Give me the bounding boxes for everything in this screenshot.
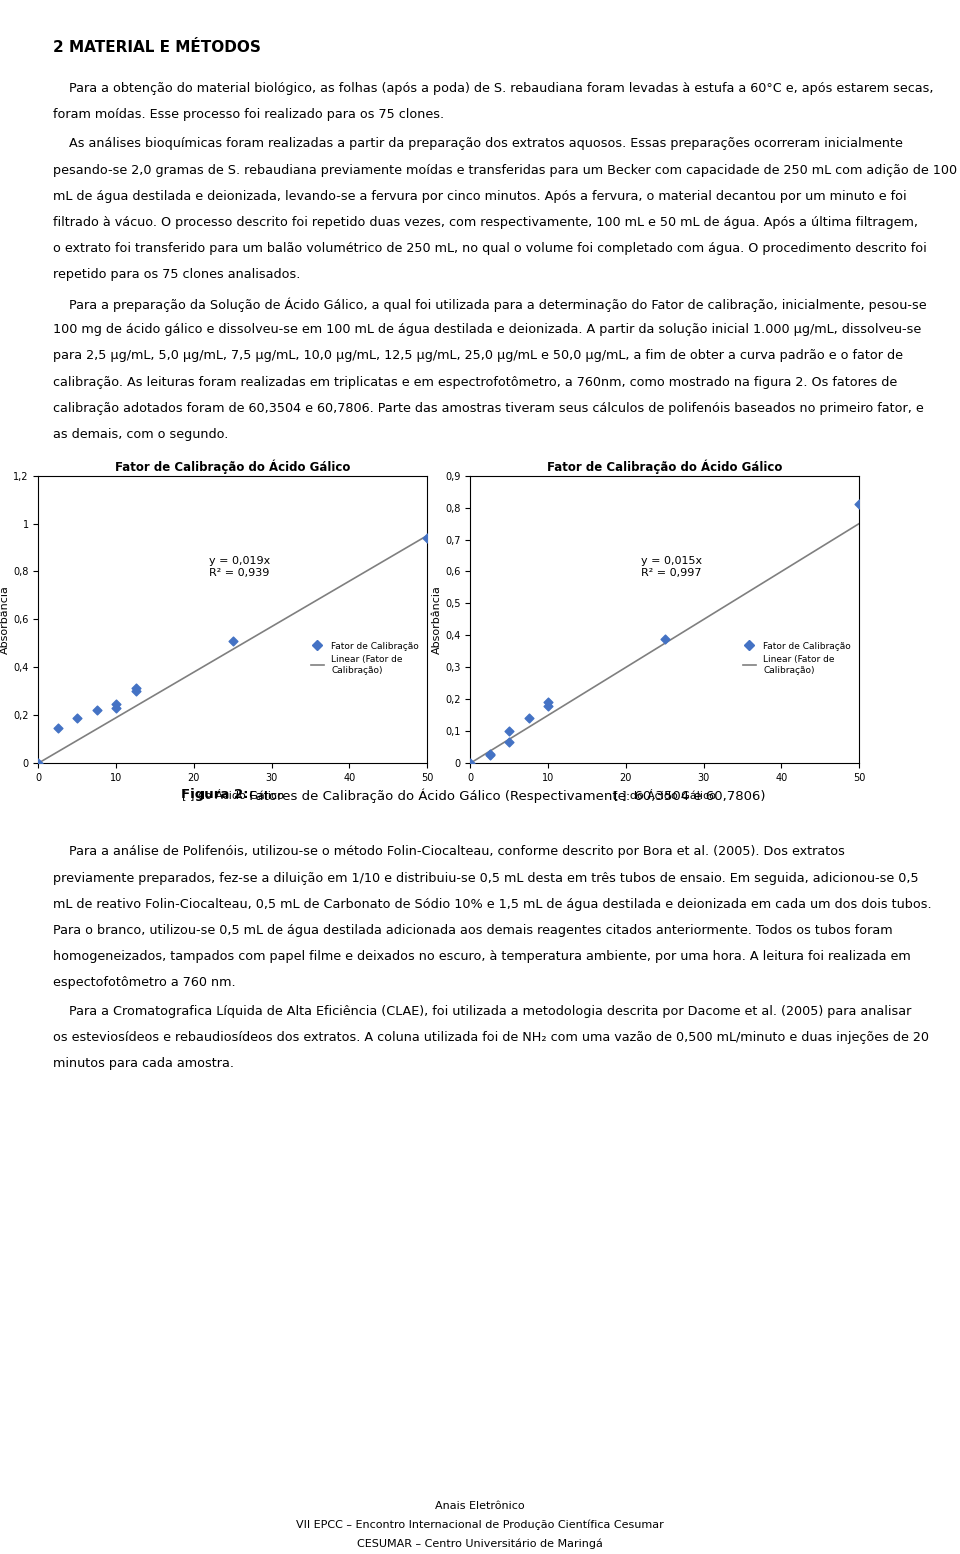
X-axis label: [ ] do Ácido Gálico: [ ] do Ácido Gálico: [181, 788, 284, 800]
Text: Para a Cromatografica Líquida de Alta Eficiência (CLAE), foi utilizada a metodol: Para a Cromatografica Líquida de Alta Ef…: [53, 1005, 911, 1018]
Text: calibração. As leituras foram realizadas em triplicatas e em espectrofotômetro, : calibração. As leituras foram realizadas…: [53, 376, 897, 388]
Point: [225, 628, 240, 653]
Text: Para a obtenção do material biológico, as folhas (após a poda) de S. ⁠rebaudiana: Para a obtenção do material biológico, a…: [53, 82, 933, 95]
Title: Fator de Calibração do Ácido Gálico: Fator de Calibração do Ácido Gálico: [547, 460, 782, 474]
Text: os esteviosídeos e rebaudiosídeos dos extratos. A coluna utilizada foi de NH₂ co: os esteviosídeos e rebaudiosídeos dos ex…: [53, 1032, 928, 1044]
Text: repetido para os 75 clones analisados.: repetido para os 75 clones analisados.: [53, 267, 300, 281]
Text: 2 MATERIAL E MÉTODOS: 2 MATERIAL E MÉTODOS: [53, 40, 261, 56]
Legend: Fator de Calibração, Linear (Fator de
Calibração): Fator de Calibração, Linear (Fator de Ca…: [307, 639, 422, 678]
Text: mL de água destilada e deionizada, levando-se a fervura por cinco minutos. Após : mL de água destilada e deionizada, levan…: [53, 190, 906, 202]
Point: [31, 751, 46, 775]
Text: Fatores de Calibração do Ácido Gálico (Respectivamente: 60,3504 e 60,7806): Fatores de Calibração do Ácido Gálico (R…: [245, 788, 765, 802]
Text: CESUMAR – Centro Universitário de Maringá: CESUMAR – Centro Universitário de Maring…: [357, 1538, 603, 1549]
Point: [852, 493, 867, 517]
Legend: Fator de Calibração, Linear (Fator de
Calibração): Fator de Calibração, Linear (Fator de Ca…: [739, 639, 854, 678]
Text: VII EPCC – Encontro Internacional de Produção Científica Cesumar: VII EPCC – Encontro Internacional de Pro…: [296, 1520, 664, 1531]
Text: As análises bioquímicas foram realizadas a partir da preparação dos extratos aqu: As análises bioquímicas foram realizadas…: [53, 137, 902, 151]
Text: y = 0,019x
R² = 0,939: y = 0,019x R² = 0,939: [209, 556, 271, 578]
Point: [657, 626, 672, 651]
Text: Para o branco, utilizou-se 0,5 mL de água destilada adicionada aos demais reagen: Para o branco, utilizou-se 0,5 mL de águ…: [53, 923, 893, 937]
Title: Fator de Calibração do Ácido Gálico: Fator de Calibração do Ácido Gálico: [115, 460, 350, 474]
Point: [482, 741, 497, 766]
Point: [540, 693, 556, 718]
Text: para 2,5 μg/mL, 5,0 μg/mL, 7,5 μg/mL, 10,0 μg/mL, 12,5 μg/mL, 25,0 μg/mL e 50,0 : para 2,5 μg/mL, 5,0 μg/mL, 7,5 μg/mL, 10…: [53, 350, 902, 362]
Text: as demais, com o segundo.: as demais, com o segundo.: [53, 427, 228, 441]
Text: Anais Eletrônico: Anais Eletrônico: [435, 1501, 525, 1510]
Text: homogeneizados, tampados com papel filme e deixados no escuro, à temperatura amb: homogeneizados, tampados com papel filme…: [53, 949, 910, 963]
Text: Para a análise de Polifenóis, utilizou-se o método Folin-Ciocalteau, conforme de: Para a análise de Polifenóis, utilizou-s…: [53, 845, 845, 858]
Point: [108, 692, 124, 716]
Point: [108, 696, 124, 721]
Point: [128, 676, 143, 701]
Point: [50, 715, 65, 740]
Text: 100 mg de ácido gálico e dissolveu-se em 100 mL de água destilada e deionizada. : 100 mg de ácido gálico e dissolveu-se em…: [53, 323, 921, 336]
Point: [89, 698, 105, 723]
Text: mL de reativo Folin-Ciocalteau, 0,5 mL de Carbonato de Sódio 10% e 1,5 mL de águ: mL de reativo Folin-Ciocalteau, 0,5 mL d…: [53, 898, 931, 911]
Text: espectofotômetro a 760 nm.: espectofotômetro a 760 nm.: [53, 976, 235, 988]
Text: foram moídas. Esse processo foi realizado para os 75 clones.: foram moídas. Esse processo foi realizad…: [53, 109, 444, 121]
Text: pesando-se 2,0 gramas de S. ⁠rebaudiana previamente moídas e transferidas para u: pesando-se 2,0 gramas de S. ⁠rebaudiana …: [53, 163, 957, 177]
Text: minutos para cada amostra.: minutos para cada amostra.: [53, 1057, 234, 1071]
X-axis label: [ ] do Ácido Gálico: [ ] do Ácido Gálico: [613, 788, 716, 800]
Point: [463, 751, 478, 775]
Point: [501, 730, 516, 755]
Y-axis label: Absorbância: Absorbância: [0, 584, 11, 654]
Point: [482, 743, 497, 768]
Text: filtrado à vácuo. O processo descrito foi repetido duas vezes, com respectivamen: filtrado à vácuo. O processo descrito fo…: [53, 216, 918, 228]
Text: Para a preparação da Solução de Ácido Gálico, a qual foi utilizada para a determ: Para a preparação da Solução de Ácido Gá…: [53, 297, 926, 312]
Point: [420, 525, 435, 550]
Text: y = 0,015x
R² = 0,997: y = 0,015x R² = 0,997: [641, 556, 703, 578]
Text: o extrato foi transferido para um balão volumétrico de 250 mL, no qual o volume : o extrato foi transferido para um balão …: [53, 242, 926, 255]
Text: previamente preparados, fez-se a diluição em 1/10 e distribuiu-se 0,5 mL desta e: previamente preparados, fez-se a diluiçã…: [53, 872, 919, 884]
Point: [540, 690, 556, 715]
Y-axis label: Absorbância: Absorbância: [432, 584, 443, 654]
Point: [70, 706, 84, 730]
Text: Figura 2:: Figura 2:: [180, 788, 249, 800]
Point: [521, 706, 537, 730]
Point: [128, 679, 143, 704]
Text: calibração adotados foram de 60,3504 e 60,7806. Parte das amostras tiveram seus : calibração adotados foram de 60,3504 e 6…: [53, 401, 924, 415]
Point: [501, 720, 516, 744]
